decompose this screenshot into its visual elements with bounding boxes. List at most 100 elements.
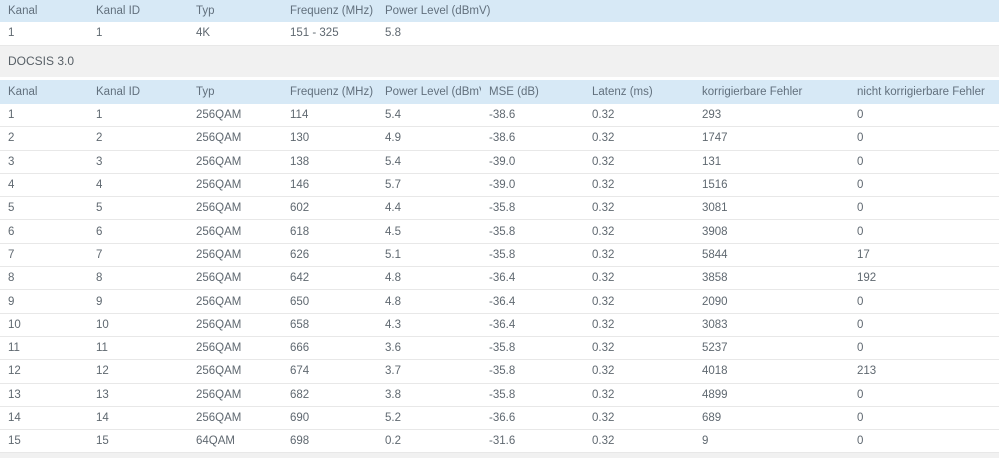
table-row: 8 8 256QAM 642 4.8 -36.4 0.32 3858 192 (0, 266, 999, 291)
cell: 5.8 (377, 22, 999, 46)
cell: 5844 (694, 243, 849, 268)
cell: 14 (0, 406, 88, 431)
column-header-mse-db: MSE (dB) (481, 79, 584, 104)
cell: 4018 (694, 359, 849, 384)
table-row: 6 6 256QAM 618 4.5 -35.8 0.32 3908 0 (0, 219, 999, 244)
cell: 256QAM (188, 313, 282, 337)
cell: 0 (849, 103, 999, 128)
cell: 1 (88, 103, 188, 128)
docsis30-downstream-table: Kanal Kanal ID Typ Frequenz (MHz) Power Leve… (0, 79, 999, 454)
cell: 0.32 (584, 313, 694, 337)
cell: 1 (0, 103, 88, 128)
column-header-power-level-dbmv: Power Level (dBmV) (377, 79, 481, 104)
column-header-kanal: Kanal (0, 79, 88, 104)
docsis31-downstream-table: Kanal Kanal ID Typ Frequenz (MHz) Power Leve… (0, 0, 999, 46)
cell: 0.32 (584, 336, 694, 361)
cell: 256QAM (188, 266, 282, 291)
cell: 9 (694, 429, 849, 454)
cell: -39.0 (481, 173, 584, 198)
cell: 256QAM (188, 150, 282, 174)
cell: 4.3 (377, 313, 481, 337)
cell: 256QAM (188, 289, 282, 314)
column-header-korrigierbare-fehler: korrigierbare Fehler (694, 79, 849, 104)
cell: 256QAM (188, 126, 282, 151)
cell: 0.2 (377, 429, 481, 454)
cell: 666 (282, 336, 377, 361)
table-row: 7 7 256QAM 626 5.1 -35.8 0.32 5844 17 (0, 243, 999, 268)
cell: -35.8 (481, 383, 584, 407)
cell: 11 (0, 336, 88, 361)
cell: 14 (88, 406, 188, 431)
cell: 5.1 (377, 243, 481, 268)
table-row: 15 15 64QAM 698 0.2 -31.6 0.32 9 0 (0, 429, 999, 454)
cell: 5.4 (377, 103, 481, 128)
column-header-kanal: Kanal (0, 0, 88, 22)
cell: 15 (88, 429, 188, 454)
cell: 151 - 325 (282, 22, 377, 46)
cell: 650 (282, 289, 377, 314)
cell: 1 (0, 22, 88, 46)
cell: 3.7 (377, 359, 481, 384)
cell: 0.32 (584, 196, 694, 221)
cell: 192 (849, 266, 999, 291)
cell: 5.2 (377, 406, 481, 431)
cell: 626 (282, 243, 377, 268)
cell: 146 (282, 173, 377, 198)
cell: 642 (282, 266, 377, 291)
cell: 0.32 (584, 243, 694, 268)
cell: 256QAM (188, 243, 282, 268)
cell: 0 (849, 429, 999, 454)
cell: -35.8 (481, 219, 584, 244)
column-header-frequenz-mhz: Frequenz (MHz) (282, 79, 377, 104)
table-row: 10 10 256QAM 658 4.3 -36.4 0.32 3083 0 (0, 313, 999, 337)
cell: 0 (849, 150, 999, 174)
cell: 658 (282, 313, 377, 337)
cell: 0.32 (584, 359, 694, 384)
cell: -36.4 (481, 266, 584, 291)
cell: 4899 (694, 383, 849, 407)
cell: 674 (282, 359, 377, 384)
cell: 3083 (694, 313, 849, 337)
cell: 5237 (694, 336, 849, 361)
cell: 0 (849, 313, 999, 337)
cell: 0.32 (584, 429, 694, 454)
cell: 8 (88, 266, 188, 291)
cell: 10 (88, 313, 188, 337)
cell: 2090 (694, 289, 849, 314)
cell: 131 (694, 150, 849, 174)
table-row: 11 11 256QAM 666 3.6 -35.8 0.32 5237 0 (0, 336, 999, 361)
cell: 15 (0, 429, 88, 454)
cell: -36.6 (481, 406, 584, 431)
cell: 130 (282, 126, 377, 151)
cell: 3908 (694, 219, 849, 244)
table-row: 4 4 256QAM 146 5.7 -39.0 0.32 1516 0 (0, 173, 999, 198)
cell: 3858 (694, 266, 849, 291)
cell: 602 (282, 196, 377, 221)
cell: 10 (0, 313, 88, 337)
table-row: 14 14 256QAM 690 5.2 -36.6 0.32 689 0 (0, 406, 999, 431)
cell: 0 (849, 383, 999, 407)
column-header-latenz-ms: Latenz (ms) (584, 79, 694, 104)
column-header-kanal-id: Kanal ID (88, 0, 188, 22)
cell: 12 (0, 359, 88, 384)
cell: 0 (849, 219, 999, 244)
cell: 0.32 (584, 219, 694, 244)
cell: 0 (849, 196, 999, 221)
cell: -35.8 (481, 359, 584, 384)
table-row: 9 9 256QAM 650 4.8 -36.4 0.32 2090 0 (0, 289, 999, 314)
cell: 0.32 (584, 103, 694, 128)
cell: -36.4 (481, 289, 584, 314)
cell: -39.0 (481, 150, 584, 174)
cell: 256QAM (188, 219, 282, 244)
cell: 0.32 (584, 126, 694, 151)
cell: 9 (88, 289, 188, 314)
table-row: 12 12 256QAM 674 3.7 -35.8 0.32 4018 213 (0, 359, 999, 384)
cell: 12 (88, 359, 188, 384)
cell: -35.8 (481, 196, 584, 221)
column-header-frequenz-mhz: Frequenz (MHz) (282, 0, 377, 22)
cell: 256QAM (188, 406, 282, 431)
cell: 17 (849, 243, 999, 268)
cell: 4K (188, 22, 282, 46)
cell: 0 (849, 289, 999, 314)
cell: 114 (282, 103, 377, 128)
